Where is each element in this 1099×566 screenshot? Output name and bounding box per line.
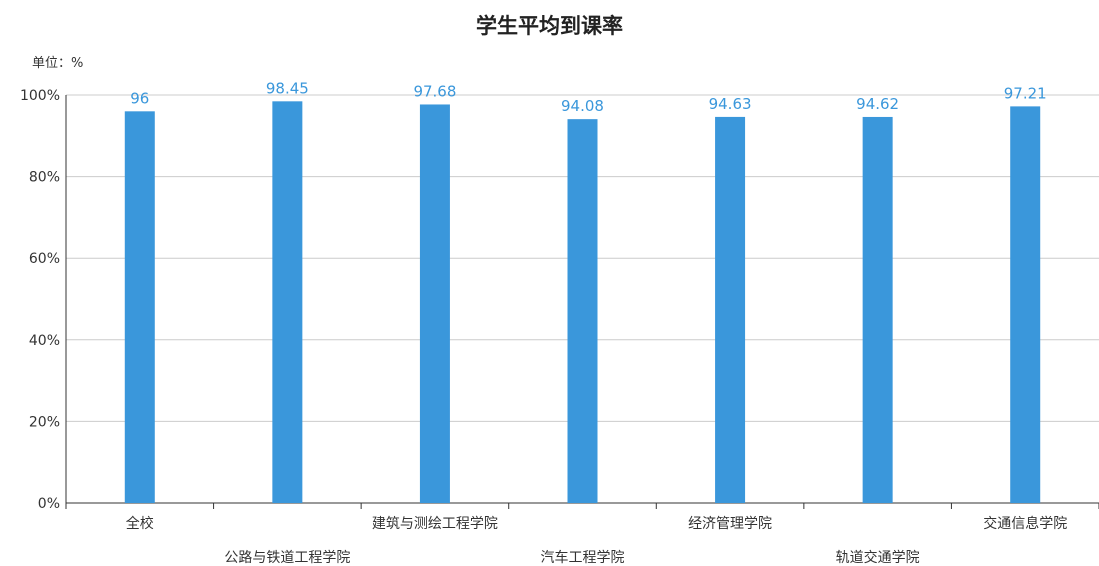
- data-label: 97.21: [1004, 84, 1047, 102]
- unit-label: 单位：%: [32, 56, 84, 71]
- y-tick-label: 80%: [29, 170, 60, 186]
- data-label: 96: [130, 89, 149, 107]
- x-category-label: 汽车工程学院: [541, 549, 625, 566]
- data-label: 98.45: [266, 79, 309, 97]
- y-tick-label: 20%: [29, 414, 60, 430]
- x-category-label: 交通信息学院: [983, 515, 1067, 532]
- data-label: 97.68: [413, 82, 456, 100]
- bar: [419, 104, 450, 503]
- chart-title: 学生平均到课率: [476, 14, 623, 38]
- bar: [862, 116, 893, 503]
- y-tick-label: 100%: [20, 88, 60, 104]
- y-tick-label: 40%: [29, 333, 60, 349]
- y-tick-label: 0%: [38, 496, 60, 512]
- x-category-label: 经济管理学院: [688, 516, 772, 532]
- bar: [567, 119, 598, 504]
- bar: [272, 101, 303, 503]
- data-label: 94.62: [856, 95, 899, 113]
- bar: [1010, 106, 1041, 503]
- bar: [715, 116, 746, 503]
- bar: [124, 111, 155, 503]
- x-category-label: 建筑与测绘工程学院: [372, 516, 498, 532]
- x-category-label: 轨道交通学院: [836, 549, 920, 566]
- x-category-label: 公路与铁道工程学院: [224, 550, 350, 566]
- x-category-label: 全校: [126, 515, 154, 532]
- data-label: 94.63: [709, 95, 752, 113]
- data-label: 94.08: [561, 97, 604, 115]
- y-tick-label: 60%: [29, 251, 60, 267]
